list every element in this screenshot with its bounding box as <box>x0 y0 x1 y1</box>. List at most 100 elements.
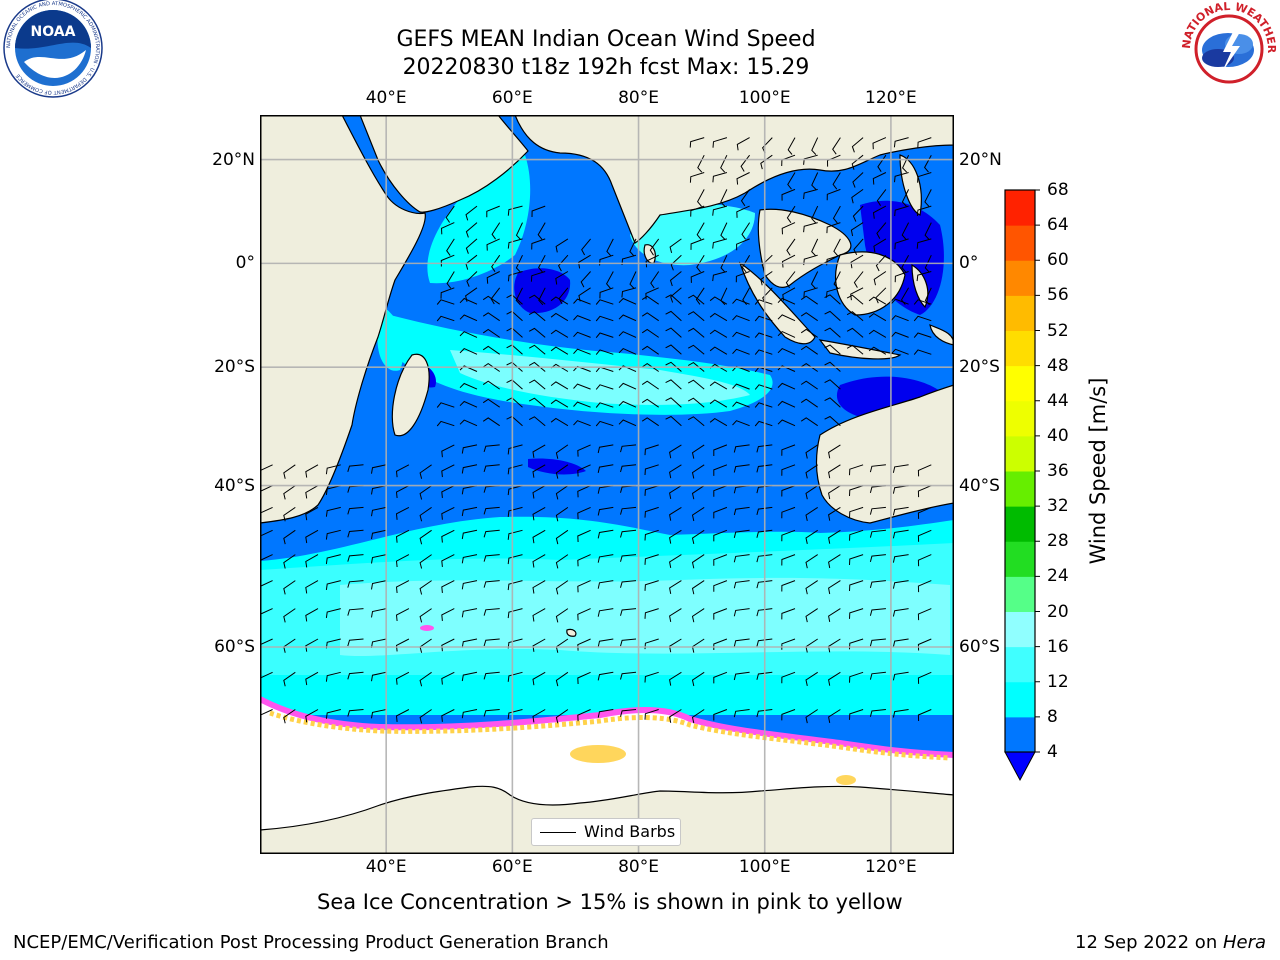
wind-barb <box>687 294 705 305</box>
wind-barb <box>465 222 478 238</box>
wind-barb <box>754 349 773 355</box>
wind-barb <box>868 346 887 355</box>
wind-barb <box>395 464 410 478</box>
wind-barb <box>618 348 637 355</box>
wind-barb <box>669 464 682 479</box>
wind-barb <box>483 444 500 453</box>
wind-barb <box>741 254 751 273</box>
wind-barb <box>781 709 796 721</box>
wind-barb <box>917 506 932 519</box>
wind-barb <box>573 331 591 338</box>
colorbar-swatch <box>1005 435 1035 472</box>
wind-barb <box>709 381 728 390</box>
wind-barb <box>713 506 728 519</box>
lon-label-top: 80°E <box>618 88 659 108</box>
wind-barb <box>283 554 296 569</box>
wind-barb <box>917 137 932 149</box>
wind-barb <box>849 506 864 518</box>
wind-barb <box>800 380 818 390</box>
wind-barb <box>852 205 864 222</box>
wind-barb <box>787 137 796 155</box>
svg-text:NOAA: NOAA <box>31 24 76 40</box>
wind-barb <box>924 254 932 273</box>
wind-barb <box>466 271 478 287</box>
wind-barb <box>537 254 546 273</box>
wind-barb <box>507 444 523 455</box>
wind-barb <box>924 222 932 240</box>
wind-barb <box>461 709 478 719</box>
wind-barb <box>689 172 705 183</box>
wind-barb <box>785 271 796 288</box>
wind-barb <box>577 580 591 593</box>
wind-barb <box>781 254 796 268</box>
wind-barb <box>691 529 705 545</box>
wind-barb <box>595 384 614 390</box>
wind-barb <box>713 709 728 721</box>
wind-barb <box>644 506 659 518</box>
wind-barb <box>740 189 751 207</box>
wind-barb <box>618 382 637 390</box>
wind-barb <box>756 444 773 453</box>
wind-barb <box>461 554 478 564</box>
wind-barb <box>577 671 591 685</box>
wind-barb <box>777 400 796 408</box>
wind-barb <box>347 464 364 472</box>
wind-barb <box>733 444 750 453</box>
wind-barb <box>669 709 682 723</box>
wind-barb <box>283 506 296 522</box>
wind-barb <box>669 271 682 287</box>
wind-barb <box>892 464 909 473</box>
wind-barb <box>849 554 864 566</box>
wind-barb <box>917 638 932 651</box>
wind-barb <box>824 344 841 355</box>
wind-barb <box>347 671 364 680</box>
graticule <box>260 115 954 854</box>
wind-barb <box>828 671 841 686</box>
lon-label-bottom: 60°E <box>491 857 533 877</box>
wind-barb <box>577 464 591 477</box>
wind-barb <box>641 295 659 305</box>
wind-barb <box>875 287 887 304</box>
wind-barb <box>395 529 410 543</box>
wind-barb <box>805 506 818 522</box>
wind-barb <box>597 580 614 589</box>
wind-barb <box>803 188 818 200</box>
lon-label-top: 40°E <box>365 88 407 108</box>
wind-barb <box>577 485 591 498</box>
wind-barb <box>507 238 523 249</box>
wind-barb <box>732 331 750 338</box>
wind-barb <box>849 464 864 476</box>
colorbar-swatch <box>1005 681 1035 718</box>
wind-barb <box>482 328 500 338</box>
wind-barb <box>756 709 773 718</box>
wind-barb <box>441 638 455 652</box>
wind-barb <box>528 397 546 408</box>
wind-barb <box>465 238 478 254</box>
wind-barb <box>461 580 478 590</box>
wind-barb <box>595 420 614 427</box>
wind-barb <box>787 172 796 190</box>
wind-barb <box>872 172 887 185</box>
wind-barb <box>824 310 841 322</box>
wind-barb <box>507 271 523 282</box>
legend-line-icon <box>540 832 576 833</box>
wind-barb <box>713 671 728 684</box>
wind-barb <box>732 420 750 427</box>
wind-barb <box>669 529 682 544</box>
wind-barb <box>805 671 818 687</box>
wind-barb <box>741 222 751 240</box>
wind-barb <box>828 709 841 723</box>
wind-barb <box>597 506 614 516</box>
wind-barb <box>916 271 932 282</box>
wind-barb <box>826 222 841 234</box>
wind-barb <box>620 671 637 680</box>
wind-barb <box>605 271 614 289</box>
colorbar-swatch <box>1005 506 1035 542</box>
wind-barb <box>892 506 909 516</box>
wind-barb <box>436 315 455 322</box>
wind-barb <box>441 709 455 722</box>
wind-barb <box>894 205 909 217</box>
wind-barb <box>483 638 500 647</box>
wind-barb <box>691 444 705 459</box>
wind-barb <box>461 529 478 540</box>
